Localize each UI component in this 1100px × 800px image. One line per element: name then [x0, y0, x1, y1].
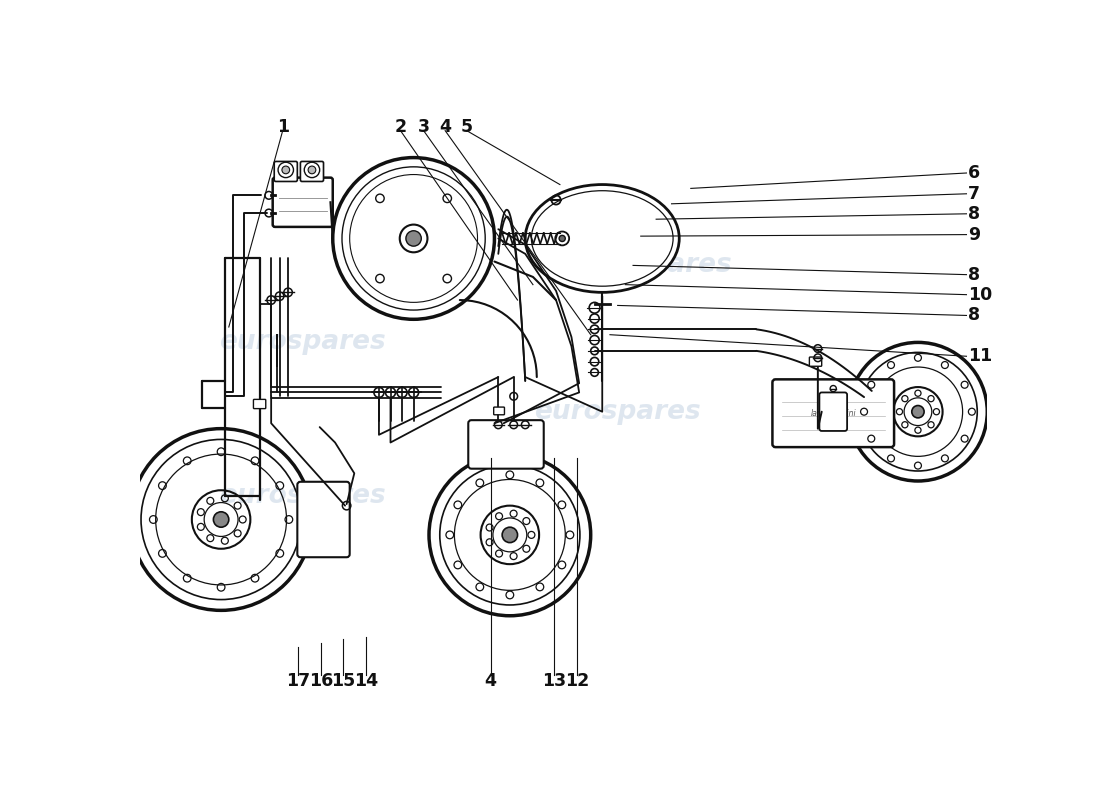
Text: eurospares: eurospares — [219, 483, 385, 510]
Circle shape — [282, 166, 289, 174]
Text: 3: 3 — [418, 118, 430, 136]
Text: 5: 5 — [461, 118, 473, 136]
Text: 8: 8 — [968, 306, 980, 325]
Text: lamborghini: lamborghini — [811, 409, 856, 418]
Text: eurospares: eurospares — [535, 398, 701, 425]
Text: eurospares: eurospares — [219, 330, 385, 355]
FancyBboxPatch shape — [300, 162, 323, 182]
FancyBboxPatch shape — [253, 399, 266, 409]
Text: 4: 4 — [485, 672, 496, 690]
FancyBboxPatch shape — [494, 407, 505, 414]
Text: 8: 8 — [968, 205, 980, 223]
Text: 15: 15 — [331, 672, 355, 690]
Circle shape — [308, 166, 316, 174]
FancyBboxPatch shape — [772, 379, 894, 447]
Circle shape — [213, 512, 229, 527]
Text: 6: 6 — [968, 164, 980, 182]
Text: 4: 4 — [439, 118, 451, 136]
Text: 13: 13 — [541, 672, 565, 690]
Text: eurospares: eurospares — [565, 253, 732, 278]
FancyBboxPatch shape — [810, 357, 822, 366]
Circle shape — [559, 235, 565, 242]
Circle shape — [502, 527, 518, 542]
FancyBboxPatch shape — [297, 482, 350, 558]
FancyBboxPatch shape — [273, 178, 332, 227]
Circle shape — [912, 406, 924, 418]
Text: 10: 10 — [968, 286, 992, 304]
Circle shape — [406, 230, 421, 246]
Text: 14: 14 — [354, 672, 378, 690]
Text: 16: 16 — [309, 672, 333, 690]
Text: 8: 8 — [968, 266, 980, 284]
Text: 2: 2 — [395, 118, 407, 136]
Ellipse shape — [526, 185, 680, 292]
Text: 12: 12 — [564, 672, 589, 690]
FancyBboxPatch shape — [469, 420, 543, 469]
Text: 1: 1 — [276, 118, 289, 136]
Text: 7: 7 — [968, 185, 980, 202]
FancyBboxPatch shape — [274, 162, 297, 182]
Text: 11: 11 — [968, 347, 992, 366]
FancyBboxPatch shape — [820, 393, 847, 431]
Text: 9: 9 — [968, 226, 980, 243]
Text: 17: 17 — [286, 672, 310, 690]
